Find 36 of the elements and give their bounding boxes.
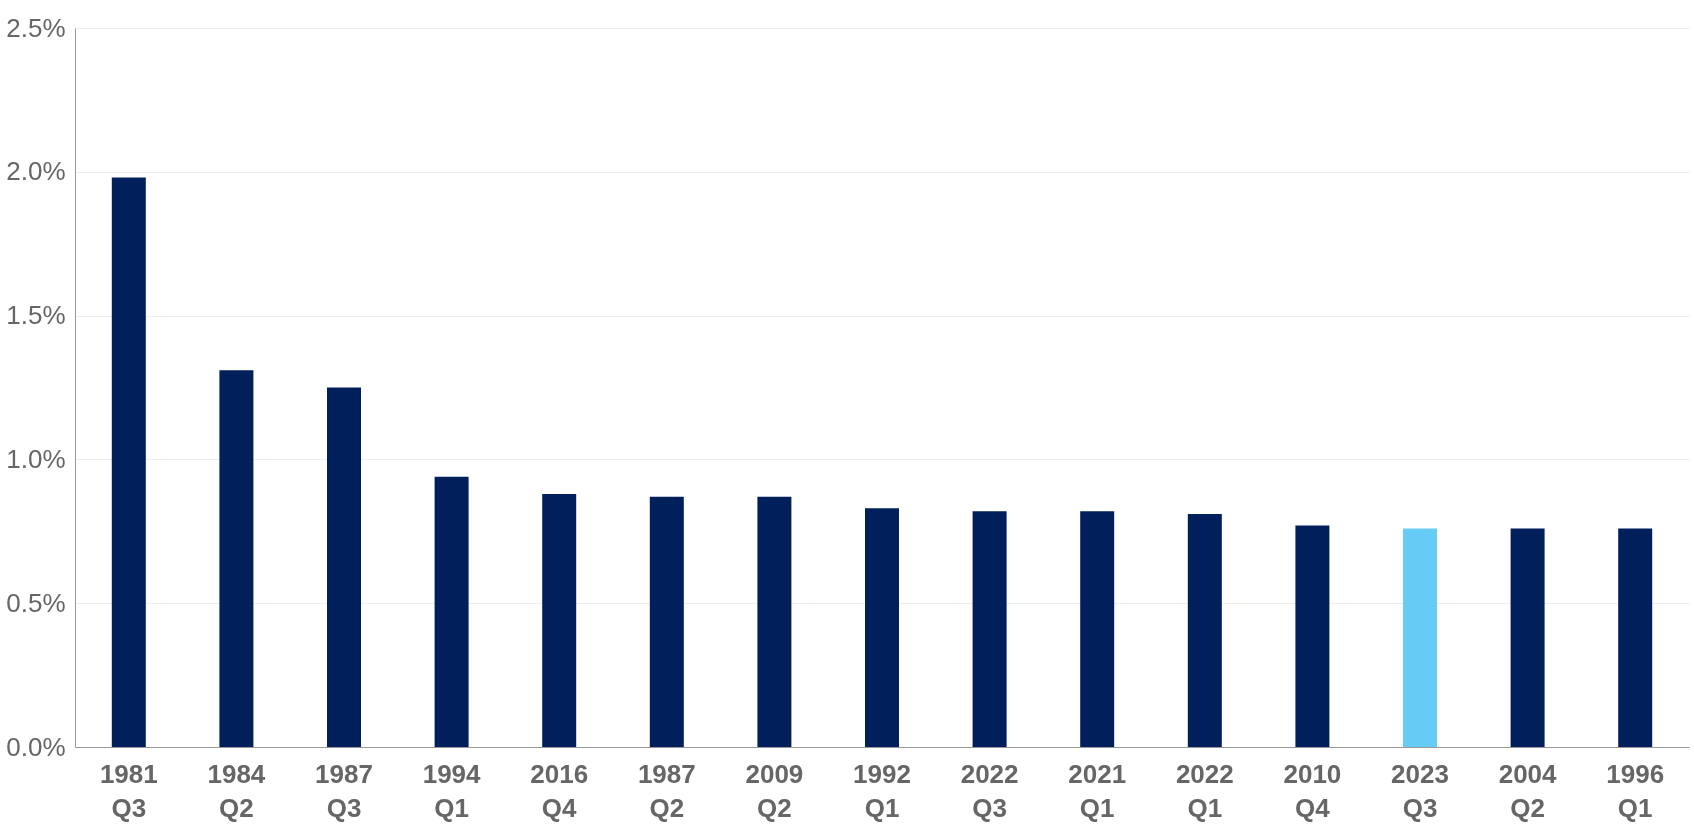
bar bbox=[219, 370, 254, 747]
x-tick-label: 1996 Q1 bbox=[1606, 758, 1665, 823]
x-tick-label: 2021 Q1 bbox=[1068, 758, 1127, 823]
bar bbox=[111, 177, 146, 747]
y-tick-label: 1.5% bbox=[6, 300, 66, 331]
bar bbox=[1618, 528, 1653, 747]
bar bbox=[434, 476, 469, 747]
bar bbox=[542, 493, 577, 747]
bar bbox=[865, 508, 899, 747]
bar bbox=[1187, 514, 1222, 747]
x-tick-label: 2004 Q2 bbox=[1498, 758, 1558, 823]
y-tick-label: 1.0% bbox=[6, 443, 66, 474]
x-tick-label: 1984 Q2 bbox=[207, 758, 266, 823]
y-tick-label: 2.0% bbox=[6, 156, 66, 187]
bar bbox=[757, 496, 792, 747]
bar bbox=[1403, 528, 1437, 747]
bar bbox=[649, 496, 684, 747]
x-tick-label: 1994 Q1 bbox=[422, 758, 482, 823]
y-tick-label: 2.5% bbox=[6, 12, 66, 43]
bar bbox=[1295, 525, 1330, 747]
x-tick-label: 2009 Q2 bbox=[745, 758, 804, 823]
x-tick-label: 2016 Q4 bbox=[530, 758, 589, 823]
bar bbox=[1510, 528, 1545, 747]
x-tick-label: 2023 Q3 bbox=[1391, 758, 1449, 823]
y-tick-label: 0.0% bbox=[6, 731, 66, 762]
bar bbox=[1080, 511, 1115, 747]
bar bbox=[327, 387, 361, 747]
x-tick-label: 2010 Q4 bbox=[1283, 758, 1342, 823]
y-tick-label: 0.5% bbox=[6, 587, 66, 618]
x-tick-label: 1987 Q2 bbox=[637, 758, 696, 823]
x-tick-label: 1981 Q3 bbox=[99, 758, 158, 823]
bar bbox=[972, 511, 1007, 747]
x-tick-label: 2022 Q1 bbox=[1175, 758, 1234, 823]
x-tick-label: 1987 Q3 bbox=[315, 758, 373, 823]
x-tick-label: 2022 Q3 bbox=[960, 758, 1019, 823]
x-tick-label: 1992 Q1 bbox=[853, 758, 911, 823]
